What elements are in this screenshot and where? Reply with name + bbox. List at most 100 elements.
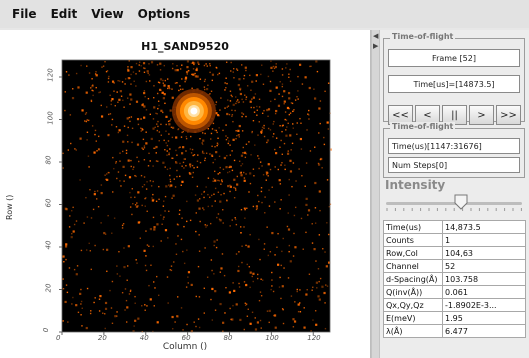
noise-point: [132, 166, 135, 168]
noise-point: [96, 150, 98, 152]
noise-point: [289, 260, 292, 263]
noise-point: [148, 74, 151, 76]
noise-point: [292, 127, 294, 129]
menu-edit[interactable]: Edit: [50, 7, 78, 21]
noise-point: [107, 113, 110, 116]
intensity-slider-thumb[interactable]: [454, 194, 468, 210]
noise-point: [248, 191, 250, 193]
noise-point: [267, 75, 270, 78]
menu-file[interactable]: File: [12, 7, 37, 21]
info-row: Q(inv(Å)) 0.061: [382, 285, 526, 299]
noise-point: [149, 160, 151, 162]
noise-point: [307, 209, 311, 212]
noise-point: [110, 307, 113, 309]
noise-point: [265, 171, 268, 174]
noise-point: [131, 141, 133, 144]
panel-splitter[interactable]: ◀ ▶: [371, 30, 380, 358]
tof-playback-title: Time-of-flight: [390, 32, 456, 41]
noise-point: [91, 78, 93, 80]
noise-point: [86, 216, 89, 218]
noise-point: [137, 123, 140, 126]
collapse-left-arrow-icon[interactable]: ◀: [373, 32, 379, 40]
noise-point: [209, 153, 211, 155]
noise-point: [153, 226, 156, 229]
intensity-slider-track[interactable]: [386, 202, 522, 205]
noise-point: [134, 302, 136, 304]
noise-point: [288, 244, 291, 247]
noise-point: [156, 129, 159, 132]
noise-point: [146, 244, 149, 246]
noise-point: [214, 309, 217, 311]
noise-point: [93, 193, 96, 196]
noise-point: [186, 66, 189, 69]
noise-point: [235, 130, 237, 132]
noise-point: [109, 289, 111, 292]
noise-point: [255, 80, 257, 82]
collapse-right-arrow-icon[interactable]: ▶: [373, 42, 379, 50]
noise-point: [259, 258, 261, 261]
noise-point: [88, 242, 90, 245]
noise-point: [122, 140, 125, 143]
noise-point: [239, 89, 241, 91]
noise-point: [327, 233, 330, 236]
noise-point: [249, 286, 251, 289]
noise-point: [319, 122, 321, 125]
noise-point: [288, 178, 290, 181]
noise-point: [212, 177, 215, 180]
noise-point: [169, 185, 171, 188]
noise-point: [178, 89, 180, 92]
num-steps-field[interactable]: Num Steps[0]: [388, 157, 520, 173]
noise-point: [124, 174, 127, 177]
noise-point: [137, 221, 140, 224]
noise-point: [269, 168, 272, 171]
noise-point: [163, 200, 165, 202]
noise-point: [86, 119, 88, 121]
noise-point: [182, 146, 185, 149]
next-frame-button[interactable]: >: [469, 105, 494, 125]
noise-point: [318, 107, 321, 110]
info-row: Time(us) 14,873.5: [382, 220, 526, 234]
noise-point: [203, 80, 206, 83]
noise-point: [329, 148, 332, 151]
noise-point: [220, 97, 222, 99]
noise-point: [304, 185, 306, 187]
noise-point: [213, 240, 216, 243]
noise-point: [67, 321, 69, 323]
noise-point: [218, 180, 221, 182]
detector-heatmap[interactable]: [0, 30, 370, 358]
noise-point: [272, 135, 274, 138]
noise-point: [267, 175, 269, 177]
noise-point: [89, 312, 92, 315]
noise-point: [317, 268, 320, 270]
menu-view[interactable]: View: [91, 7, 124, 21]
noise-point: [162, 161, 165, 164]
noise-point: [296, 96, 298, 98]
noise-point: [75, 304, 78, 307]
noise-point: [132, 71, 135, 73]
noise-point: [135, 73, 137, 75]
noise-point: [215, 103, 217, 106]
noise-point: [292, 123, 294, 125]
noise-point: [221, 179, 223, 181]
noise-point: [95, 86, 97, 89]
noise-point: [221, 180, 223, 183]
noise-point: [127, 141, 129, 143]
noise-point: [252, 280, 254, 283]
noise-point: [177, 128, 180, 130]
noise-point: [290, 149, 292, 151]
noise-point: [177, 128, 179, 131]
noise-point: [106, 270, 108, 273]
noise-point: [211, 73, 215, 76]
noise-point: [252, 205, 255, 208]
noise-point: [284, 164, 286, 166]
noise-point: [173, 261, 175, 263]
noise-point: [245, 115, 247, 118]
menu-options[interactable]: Options: [137, 7, 191, 21]
noise-point: [158, 131, 161, 133]
noise-point: [207, 128, 209, 130]
noise-point: [280, 139, 282, 142]
noise-point: [179, 85, 181, 87]
last-frame-button[interactable]: >>: [496, 105, 521, 125]
noise-point: [153, 305, 155, 307]
noise-point: [306, 289, 308, 291]
